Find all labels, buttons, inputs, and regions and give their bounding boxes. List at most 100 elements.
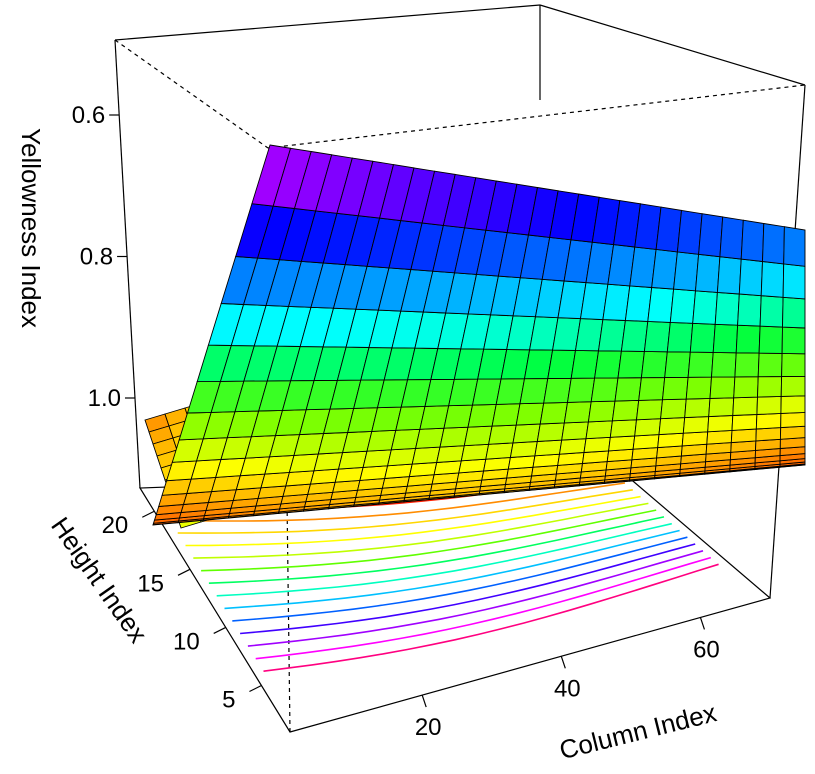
x-tick-label: 20	[415, 714, 442, 741]
surface-cell	[509, 441, 538, 458]
contour-line	[247, 550, 704, 647]
x-tick-label: 60	[693, 636, 720, 663]
surface-cell	[632, 434, 660, 450]
surface-cell	[611, 399, 640, 422]
contour-line	[224, 529, 680, 610]
contour-line	[240, 543, 696, 635]
surface-cell	[411, 446, 441, 465]
surface-cell	[757, 352, 783, 378]
surface-cell	[563, 401, 592, 424]
box-hidden-edge	[114, 39, 269, 149]
surface-cell	[362, 449, 392, 468]
surface-cell	[755, 412, 782, 430]
surface-cell	[309, 468, 340, 485]
contour-line	[255, 556, 712, 660]
y-tick-mark	[142, 510, 155, 518]
surface-cell	[260, 471, 290, 489]
y-tick-mark	[177, 568, 191, 576]
surface-mesh	[144, 144, 806, 529]
surface-cell	[762, 222, 785, 265]
surface-cell	[285, 470, 315, 487]
surface-cell	[781, 352, 806, 377]
contour-line	[185, 495, 641, 547]
surface-cell	[676, 209, 703, 255]
surface-cell	[709, 376, 736, 399]
surface-cell	[706, 429, 733, 445]
surface-cell	[583, 436, 611, 453]
surface-cell	[439, 426, 469, 448]
surface-cell	[689, 322, 716, 353]
surface-cell	[734, 352, 760, 378]
surface-cell	[647, 287, 675, 323]
surface-cell	[561, 421, 589, 441]
y-tick-label: 15	[137, 570, 164, 597]
surface-cell	[716, 256, 742, 295]
surface-cell	[408, 462, 438, 478]
z-tick-label: 1.0	[88, 385, 121, 412]
contour-line	[208, 516, 665, 584]
surface-cell	[664, 351, 691, 378]
surface-cell	[634, 418, 662, 437]
y-tick-label: 10	[173, 628, 200, 655]
surface-cell	[387, 447, 417, 467]
contour-line	[169, 482, 626, 522]
surface-cell	[782, 296, 806, 329]
contour-line	[232, 536, 688, 622]
surface-cell	[779, 425, 806, 440]
z-axis-title: Yellowness Index	[16, 128, 46, 328]
surface-cell	[488, 424, 517, 445]
surface-cell	[635, 399, 663, 421]
surface-cell	[782, 263, 806, 300]
surface-cell	[660, 398, 687, 420]
surface-cell	[570, 349, 600, 379]
surface-cell	[597, 319, 626, 352]
surface-cell	[547, 349, 577, 379]
surface-cell	[738, 258, 763, 297]
surface-cell	[624, 285, 653, 322]
surface-cell	[731, 414, 758, 431]
surface-cell	[692, 290, 718, 325]
surface-cell	[643, 320, 671, 353]
surface-cell	[359, 465, 389, 481]
surface-cell	[594, 350, 622, 379]
surface-cell	[532, 453, 561, 468]
surface-cell	[684, 397, 711, 419]
surface-cell	[733, 376, 759, 399]
y-tick-label: 5	[222, 687, 235, 714]
surface-cell	[534, 439, 563, 457]
z-tick-label: 0.8	[80, 244, 113, 271]
surface-cell	[519, 378, 549, 405]
surface-cell	[758, 325, 783, 354]
surface-cell	[780, 375, 806, 397]
surface-cell	[719, 216, 744, 260]
surface-cell	[740, 219, 765, 263]
surface-cell	[235, 473, 266, 491]
x-tick-mark	[699, 617, 706, 630]
surface-cell	[433, 460, 462, 476]
surface-cell	[415, 427, 445, 449]
surface-cell	[682, 416, 710, 434]
surface-cell	[781, 326, 806, 355]
surface-cell	[698, 213, 724, 258]
surface-cell	[707, 415, 734, 433]
surface-cell	[334, 466, 364, 483]
box-hidden-edge	[267, 84, 806, 149]
surface-cell	[536, 422, 565, 442]
surface-cell	[485, 442, 514, 460]
surface-cell	[780, 411, 806, 429]
surface-cell	[687, 351, 714, 378]
contour-line	[201, 509, 657, 572]
surface-cell	[657, 432, 684, 449]
surface-cell	[662, 376, 689, 401]
surface-cell	[566, 377, 596, 403]
surface-cell	[558, 438, 587, 455]
surface-cell	[714, 291, 740, 326]
surface-cell	[512, 423, 541, 444]
surface-cell	[467, 403, 497, 428]
surface-cell	[384, 463, 413, 479]
surface-cell	[539, 401, 569, 425]
surface-cell	[666, 321, 694, 353]
x-axis-ticks: 20 40 60	[415, 617, 720, 741]
